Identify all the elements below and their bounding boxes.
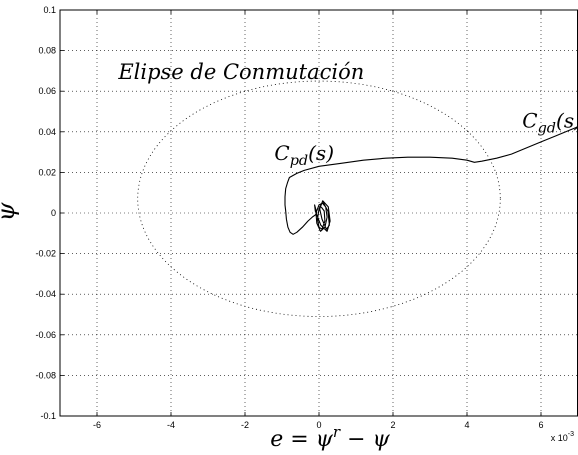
x-tick-label: -6 xyxy=(93,420,101,430)
ticks: -6 -4 -2 0 2 4 6 -0.1 -0.08 -0.06 -0.04 -0.02 0 0.02 0… xyxy=(35,5,574,443)
ellipse-annotation: Elipse de Conmutación xyxy=(117,60,364,84)
trajectory-series-2 xyxy=(314,200,331,232)
cpd-annotation: Cpd(s) xyxy=(274,141,334,169)
x-tick-label: 0 xyxy=(316,420,321,430)
y-tick-label: 0.1 xyxy=(43,5,56,15)
y-tick-label: -0.1 xyxy=(40,411,56,421)
switching-ellipse xyxy=(137,80,501,317)
y-tick-label: -0.08 xyxy=(35,370,56,380)
y-tick-label: 0.08 xyxy=(38,46,56,56)
y-tick-label: 0.02 xyxy=(38,167,56,177)
axis-labels: e = ψr − ψ ψ̇ xyxy=(0,201,391,452)
x-tick-label: -4 xyxy=(167,420,175,430)
y-tick-label: -0.04 xyxy=(35,289,56,299)
x-tick-label: 6 xyxy=(538,420,543,430)
y-tick-label: -0.06 xyxy=(35,330,56,340)
ellipse-curve xyxy=(137,80,501,317)
series-layer xyxy=(284,126,578,235)
x-multiplier-label: x 10-3 xyxy=(551,431,574,443)
y-axis-label: ψ̇ xyxy=(0,201,20,221)
x-tick-label: -2 xyxy=(241,420,249,430)
x-axis-label: e = ψr − ψ xyxy=(270,423,390,452)
cgd-annotation: Cgd(s) xyxy=(522,109,578,137)
y-tick-label: 0.04 xyxy=(38,127,56,137)
x-tick-label: 2 xyxy=(390,420,395,430)
y-tick-label: -0.02 xyxy=(35,249,56,259)
annotations: Elipse de Conmutación Cpd(s) Cgd(s) xyxy=(117,60,578,169)
x-tick-label: 4 xyxy=(464,420,469,430)
trajectory-series-1 xyxy=(284,126,578,235)
y-tick-label: 0 xyxy=(51,208,56,218)
y-tick-label: 0.06 xyxy=(38,86,56,96)
